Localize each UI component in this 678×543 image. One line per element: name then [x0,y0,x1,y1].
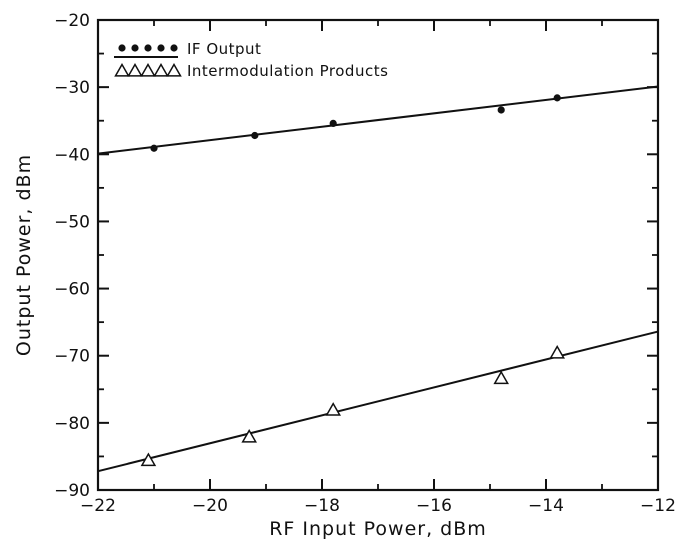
if-output-point [150,144,158,152]
y-tick-label: −60 [54,280,90,300]
fit-line-intermodulation [97,330,659,473]
y-tick-label: −90 [54,481,90,501]
if-output-point [553,94,561,102]
x-tick-label: −22 [80,496,116,516]
legend-symbol-if-output [114,44,178,58]
x-tick-label: −16 [416,496,452,516]
legend-marker-triangle [166,62,182,77]
legend-symbol-intermodulation [114,62,182,77]
axis-tick-labels: −22 −20 −18 −16 −14 −12 −20 −30 −40 −50 −60 −70 −80 −… [54,11,676,516]
data-markers [140,94,565,467]
y-tick-label: −30 [54,78,90,98]
intermodulation-point [493,370,509,385]
legend-marker-dot [131,44,139,52]
x-tick-label: −12 [640,496,676,516]
legend-marker-dot [144,44,152,52]
x-axis-title: RF Input Power, dBm [269,518,487,540]
plot-frame [96,18,660,492]
legend: IF Output Intermodulation Products [114,40,388,80]
x-tick-label: −14 [528,496,564,516]
y-tick-label: −20 [54,11,90,31]
legend-marker-dot [157,44,165,52]
legend-marker-triangle [140,62,156,77]
legend-marker-triangle [114,62,130,77]
if-output-point [497,106,505,114]
axis-ticks [97,19,659,491]
y-tick-label: −70 [54,347,90,367]
intermodulation-point [241,428,257,443]
fit-line-if-output [97,85,659,155]
if-output-point [251,131,259,140]
legend-label-if-output: IF Output [187,40,261,58]
legend-marker-dot [170,44,178,52]
y-tick-label: −40 [54,145,90,165]
legend-marker-triangle [153,62,169,77]
y-tick-label: −50 [54,212,90,232]
intermodulation-point [325,402,341,416]
intermodulation-point [140,452,157,467]
intermodulation-point [549,345,565,359]
x-tick-label: −18 [304,496,340,516]
if-output-point [329,119,337,127]
fit-lines [97,85,659,473]
y-tick-label: −80 [54,414,90,434]
legend-marker-triangle [127,62,143,77]
x-tick-label: −20 [192,496,228,516]
y-axis-title: Output Power, dBm [13,154,35,356]
legend-label-intermodulation: Intermodulation Products [187,62,388,80]
legend-marker-dot [118,44,126,52]
